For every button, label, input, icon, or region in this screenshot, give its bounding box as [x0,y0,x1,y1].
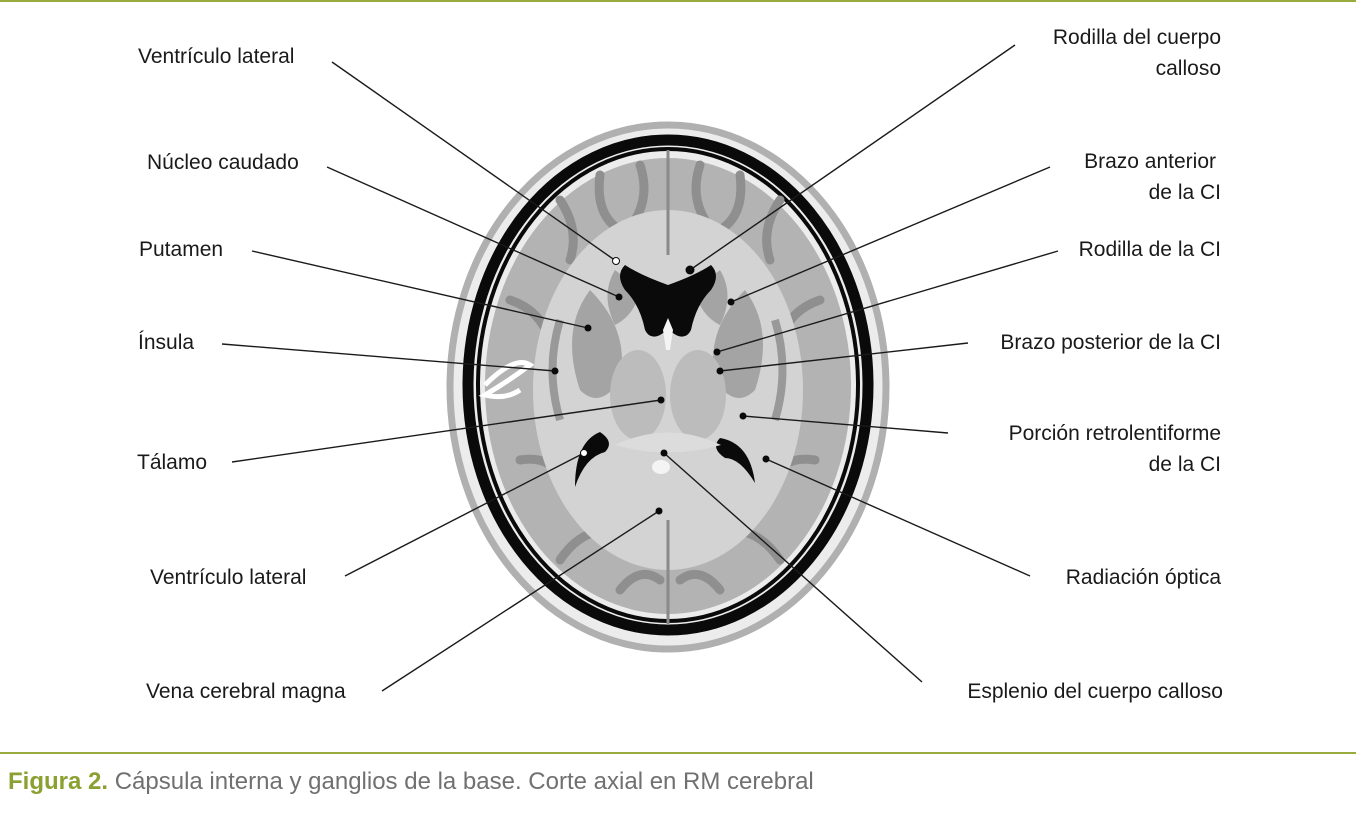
label-radiacion-optica: Radiación óptica [1066,566,1222,589]
vein-of-galen [652,460,670,474]
figure-caption-text: Cápsula interna y ganglios de la base. C… [114,768,814,795]
label-porcion-retrolentiforme-line1: Porción retrolentiforme [1009,422,1221,445]
label-rodilla-cuerpo-calloso-line1: Rodilla del cuerpo [1053,26,1221,49]
caption-rule [0,752,1356,754]
labels-right: Rodilla del cuerpo calloso Brazo anterio… [967,26,1223,703]
figure-number: Figura 2. [8,768,109,795]
label-pointer-dots [551,257,770,515]
labels-left: Ventrículo lateral Núcleo caudado Putame… [137,45,346,703]
label-porcion-retrolentiforme-line2: de la CI [1149,453,1221,476]
leader-lines-left [221,61,662,692]
thalamus-left [610,350,666,440]
label-rodilla-ci: Rodilla de la CI [1079,238,1221,261]
label-brazo-posterior: Brazo posterior de la CI [1000,331,1221,354]
axial-brain-diagram: Ventrículo lateral Núcleo caudado Putame… [137,26,1223,703]
thalamus-right [670,350,726,440]
top-rule [0,0,1356,2]
middle-cerebral-vessels [478,360,535,400]
label-brazo-anterior-line2: de la CI [1149,181,1221,204]
white-matter [533,210,803,570]
label-rodilla-cuerpo-calloso-line2: calloso [1156,57,1221,80]
lateral-ventricle-occipital-horn-right [716,438,755,483]
lateral-ventricle-frontal-horn [620,265,716,337]
leader-lines-right [663,44,1059,683]
label-nucleo-caudado: Núcleo caudado [147,151,299,174]
label-ventriculo-lateral-top: Ventrículo lateral [138,45,294,68]
label-ventriculo-lateral-bottom: Ventrículo lateral [150,566,306,589]
insula-right [771,318,787,422]
label-brazo-anterior-line1: Brazo anterior [1084,150,1216,173]
third-ventricle [663,318,673,350]
label-esplenio: Esplenio del cuerpo calloso [967,680,1223,703]
skull [462,134,874,636]
splenium [615,432,721,453]
label-talamo: Tálamo [137,451,207,474]
label-vena-cerebral-magna: Vena cerebral magna [146,680,346,703]
figure-caption: Figura 2. Cápsula interna y ganglios de … [8,768,814,796]
label-insula: Ínsula [138,331,194,354]
label-putamen: Putamen [139,238,223,261]
lateral-ventricle-occipital-horn-left [575,432,609,487]
